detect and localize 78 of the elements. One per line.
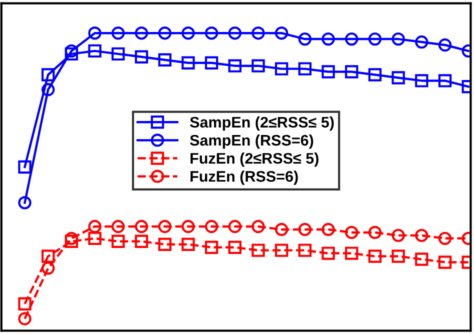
point (18, 160, 32, 174)
point (274, 222, 288, 236)
point (182, 220, 195, 234)
point (134, 50, 148, 64)
legend-label: SampEn (RSS=6) (190, 134, 314, 149)
point (228, 59, 242, 72)
point (204, 26, 218, 40)
point (298, 222, 312, 236)
point (18, 297, 32, 310)
point (42, 262, 55, 275)
point (368, 68, 382, 82)
point (134, 220, 148, 234)
point (42, 83, 55, 96)
point (64, 234, 78, 248)
point (322, 32, 335, 46)
point (252, 59, 265, 72)
point (182, 56, 195, 70)
point (345, 226, 358, 240)
point (42, 68, 55, 82)
point (64, 47, 78, 61)
point (204, 56, 218, 70)
point (438, 232, 452, 246)
point (88, 220, 102, 234)
point (252, 244, 265, 257)
point (322, 222, 335, 236)
point (438, 74, 452, 88)
point (368, 226, 382, 240)
point (415, 35, 428, 49)
point (274, 244, 288, 257)
point (415, 228, 428, 242)
point (345, 65, 358, 78)
point (182, 238, 195, 251)
point (228, 220, 242, 234)
point (415, 252, 428, 266)
point (112, 47, 125, 61)
point (134, 234, 148, 248)
point (438, 38, 452, 52)
point (392, 71, 405, 84)
point (112, 220, 125, 234)
point (42, 250, 55, 263)
point (274, 26, 288, 40)
point (368, 32, 382, 46)
legend-label: SampEn (2≤RSS≤ 5) (190, 116, 334, 131)
point (228, 240, 242, 254)
point (158, 26, 172, 40)
point (158, 220, 172, 234)
point (18, 312, 32, 326)
point (298, 62, 312, 76)
point (345, 246, 358, 260)
point (158, 238, 172, 251)
point (252, 220, 265, 234)
point (88, 44, 102, 58)
point (228, 26, 242, 40)
point (392, 32, 405, 46)
legend-label: FuzEn (2≤RSS≤ 5) (190, 152, 318, 167)
point (298, 32, 312, 46)
point (204, 220, 218, 234)
point (345, 32, 358, 46)
point (438, 256, 452, 269)
point (134, 26, 148, 40)
point (18, 196, 32, 210)
point (368, 250, 382, 263)
point (158, 53, 172, 66)
point (182, 26, 195, 40)
point (112, 26, 125, 40)
point (88, 232, 102, 246)
point (392, 228, 405, 242)
point (298, 244, 312, 257)
point (88, 26, 102, 40)
point (392, 250, 405, 263)
point (322, 65, 335, 78)
point (274, 62, 288, 76)
legend-label: FuzEn (RSS=6) (190, 170, 298, 185)
point (112, 234, 125, 248)
point (252, 26, 265, 40)
point (322, 246, 335, 260)
point (415, 74, 428, 88)
point (204, 240, 218, 254)
